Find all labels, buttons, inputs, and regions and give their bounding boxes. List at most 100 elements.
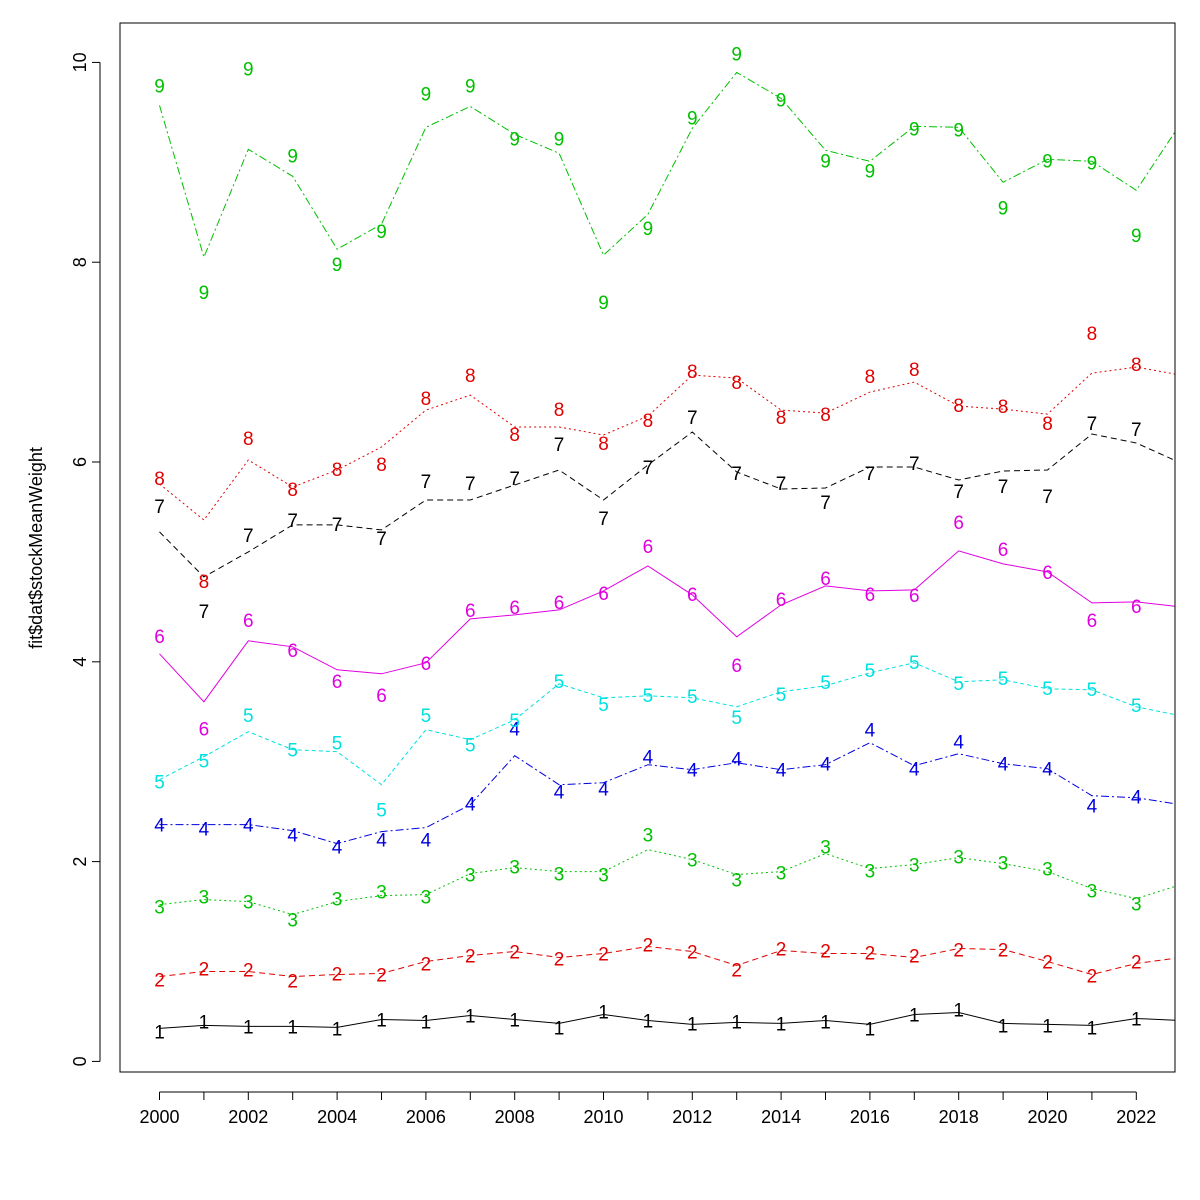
data-point-label: 4 (154, 816, 165, 837)
data-point-label: 5 (865, 661, 876, 682)
data-point-label: 8 (465, 366, 476, 387)
data-point-label: 4 (332, 838, 343, 859)
data-point-label: 8 (287, 480, 298, 501)
data-point-label: 3 (1042, 860, 1053, 881)
data-point-label: 9 (554, 129, 565, 150)
data-point-label: 7 (554, 435, 565, 456)
data-point-label: 2 (731, 961, 742, 982)
data-point-label: 4 (953, 733, 964, 754)
data-point-label: 9 (287, 146, 298, 167)
data-point-label: 5 (909, 653, 920, 674)
plot-frame (119, 22, 1176, 1073)
data-point-label: 3 (865, 862, 876, 883)
data-point-label: 7 (509, 469, 520, 490)
data-point-label: 5 (731, 708, 742, 729)
data-point-label: 7 (998, 477, 1009, 498)
data-point-label: 3 (909, 856, 920, 877)
data-point-label: 1 (998, 1016, 1009, 1037)
data-point-label: 9 (1131, 226, 1142, 247)
data-point-label: 1 (643, 1012, 654, 1033)
data-point-label: 7 (465, 474, 476, 495)
data-point-label: 9 (998, 198, 1009, 219)
data-point-label: 8 (154, 469, 165, 490)
series-6: 6 6 6 6 6 6 6 6 6 6 6 6 6 6 6 6 6 6 6 6 6 6 6 (154, 513, 1175, 741)
data-point-label: 7 (287, 511, 298, 532)
data-point-label: 1 (243, 1017, 254, 1038)
data-point-label: 8 (998, 397, 1009, 418)
data-point-label: 3 (731, 871, 742, 892)
x-axis: 2000 2002 2004 2006 2008 2010 2012 2014 2016 2018… (139, 1091, 1156, 1127)
data-point-label: 1 (1042, 1016, 1053, 1037)
data-point-label: 4 (598, 780, 609, 801)
series-8: 8 8 8 8 8 8 8 8 8 8 8 8 8 8 8 8 8 8 8 8 8 8 8 (154, 324, 1175, 593)
data-point-label: 3 (243, 893, 254, 914)
data-point-label: 6 (421, 654, 432, 675)
data-point-label: 8 (376, 455, 387, 476)
data-point-label: 5 (598, 695, 609, 716)
data-point-label: 5 (1087, 680, 1098, 701)
data-point-label: 4 (421, 831, 432, 852)
y-tick-label: 6 (70, 457, 90, 467)
data-point-label: 1 (598, 1003, 609, 1024)
data-point-label: 4 (509, 720, 520, 741)
data-point-label: 9 (1087, 153, 1098, 174)
data-point-label: 9 (421, 84, 432, 105)
data-point-label: 6 (199, 720, 210, 741)
x-tick-label: 2014 (761, 1107, 801, 1127)
data-point-label: 2 (509, 943, 520, 964)
data-point-label: 6 (820, 569, 831, 590)
data-point-label: 3 (1087, 882, 1098, 903)
data-point-label: 3 (643, 826, 654, 847)
data-point-label: 7 (820, 493, 831, 514)
x-tick-label: 2004 (317, 1107, 357, 1127)
data-point-label: 8 (865, 367, 876, 388)
data-point-label: 5 (332, 734, 343, 755)
data-point-label: 7 (1042, 487, 1053, 508)
data-point-label: 7 (332, 515, 343, 536)
data-point-label: 8 (776, 408, 787, 429)
data-point-label: 5 (465, 736, 476, 757)
data-point-label: 3 (465, 866, 476, 887)
data-point-label: 1 (953, 1001, 964, 1022)
data-point-label: 6 (598, 584, 609, 605)
y-tick-label: 8 (70, 257, 90, 267)
data-point-label: 4 (1131, 788, 1142, 809)
data-point-label: 2 (421, 955, 432, 976)
series-line-6 (159, 550, 1175, 703)
data-point-label: 4 (199, 820, 210, 841)
data-point-label: 7 (1087, 414, 1098, 435)
data-point-label: 4 (687, 761, 698, 782)
data-point-label: 9 (953, 120, 964, 141)
data-point-label: 9 (687, 108, 698, 129)
data-point-label: 3 (820, 838, 831, 859)
data-point-label: 8 (199, 572, 210, 593)
x-tick-label: 2000 (139, 1107, 179, 1127)
x-tick-label: 2010 (583, 1107, 623, 1127)
data-point-label: 7 (731, 464, 742, 485)
data-point-label: 2 (287, 972, 298, 993)
data-point-label: 5 (643, 686, 654, 707)
data-point-label: 8 (243, 429, 254, 450)
data-point-label: 6 (643, 537, 654, 558)
data-point-label: 4 (776, 761, 787, 782)
data-point-label: 6 (243, 611, 254, 632)
x-tick-label: 2002 (228, 1107, 268, 1127)
data-point-label: 1 (1087, 1018, 1098, 1039)
data-point-label: 2 (376, 966, 387, 987)
series-line-5 (159, 662, 1175, 786)
data-point-label: 2 (1087, 967, 1098, 988)
data-point-label: 4 (865, 721, 876, 742)
data-point-label: 3 (776, 864, 787, 885)
data-point-label: 5 (154, 773, 165, 794)
data-point-label: 4 (731, 750, 742, 771)
data-point-label: 8 (1042, 414, 1053, 435)
data-point-label: 6 (554, 593, 565, 614)
data-point-label: 5 (776, 685, 787, 706)
data-point-label: 7 (909, 454, 920, 475)
data-point-label: 6 (154, 627, 165, 648)
data-point-label: 1 (909, 1006, 920, 1027)
data-point-label: 2 (998, 941, 1009, 962)
data-point-label: 4 (376, 831, 387, 852)
data-point-label: 1 (332, 1019, 343, 1040)
